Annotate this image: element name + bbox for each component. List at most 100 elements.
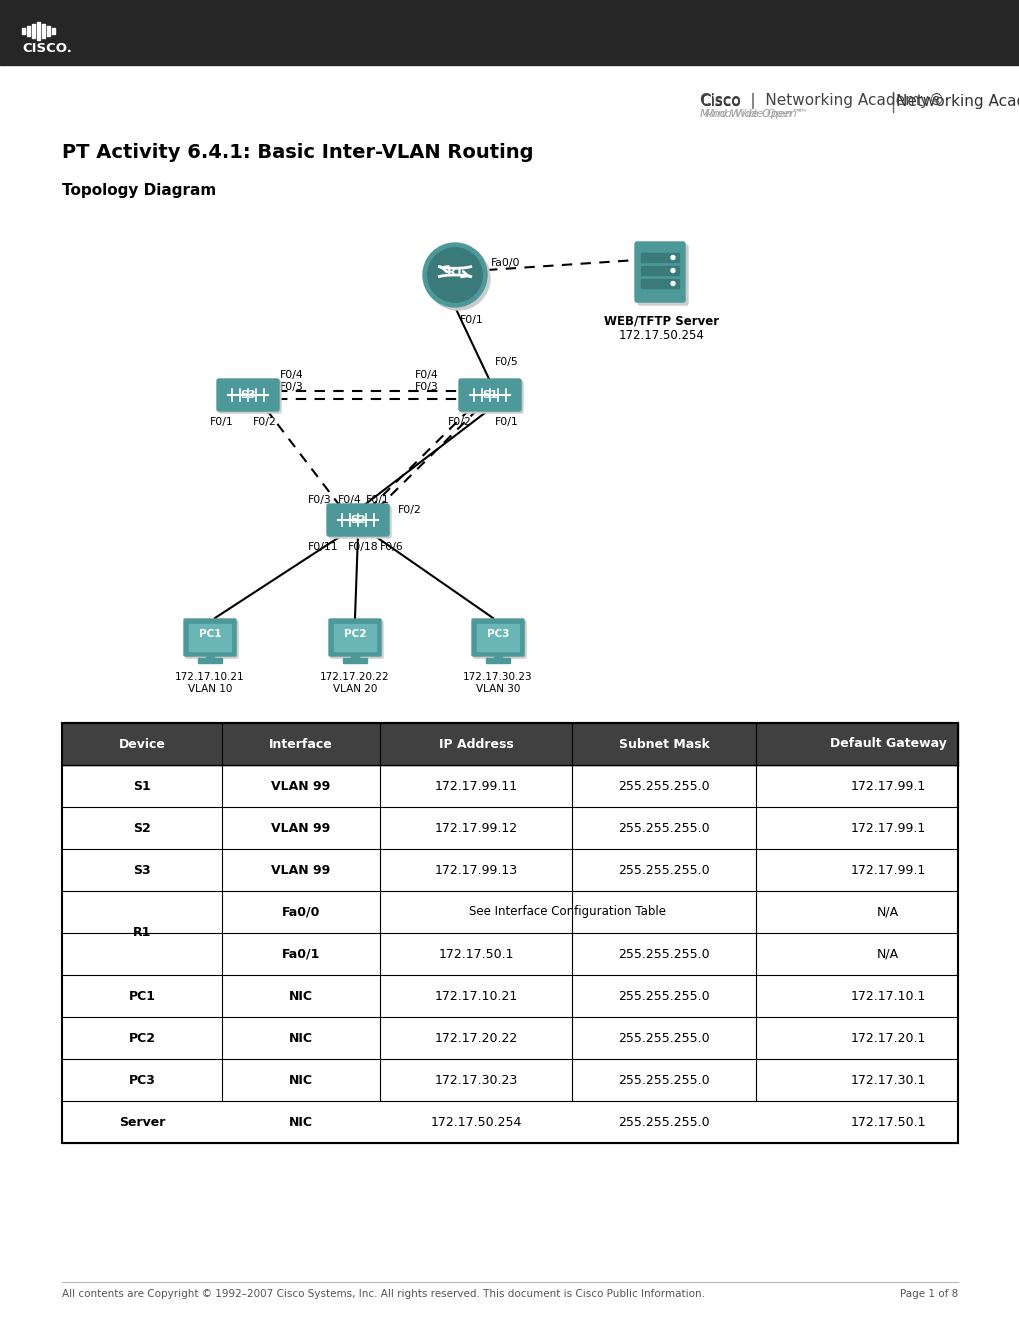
Text: F0/2: F0/2: [397, 506, 421, 515]
Text: 255.255.255.0: 255.255.255.0: [618, 863, 709, 876]
Text: Cisco  |  Networking Academy®: Cisco | Networking Academy®: [699, 92, 944, 110]
Circle shape: [427, 248, 482, 302]
Text: 255.255.255.0: 255.255.255.0: [618, 948, 709, 961]
Circle shape: [671, 281, 675, 285]
Text: F0/18: F0/18: [347, 543, 378, 552]
Text: Fa0/0: Fa0/0: [490, 257, 520, 268]
Text: Mind Wide Open™: Mind Wide Open™: [704, 110, 807, 119]
Text: S1: S1: [482, 389, 497, 400]
FancyBboxPatch shape: [472, 619, 524, 656]
FancyBboxPatch shape: [219, 381, 280, 413]
Text: S3: S3: [133, 863, 151, 876]
Bar: [198, 657, 222, 663]
Text: CISCO.: CISCO.: [22, 42, 71, 55]
Text: Networking Academy®: Networking Academy®: [895, 94, 1019, 108]
Bar: [32, 24, 35, 38]
Text: Subnet Mask: Subnet Mask: [618, 738, 709, 751]
Text: F0/1: F0/1: [210, 417, 233, 426]
FancyBboxPatch shape: [329, 619, 381, 656]
Text: Page 1 of 8: Page 1 of 8: [899, 1290, 957, 1299]
Text: NIC: NIC: [288, 1073, 313, 1086]
Text: 172.17.99.1: 172.17.99.1: [850, 863, 924, 876]
Text: 172.17.10.21: 172.17.10.21: [434, 990, 517, 1002]
Text: F0/3: F0/3: [308, 495, 331, 506]
FancyBboxPatch shape: [329, 506, 390, 539]
Bar: [22, 28, 25, 34]
Bar: [26, 26, 30, 36]
Text: 172.17.50.1: 172.17.50.1: [438, 948, 514, 961]
Text: F0/4: F0/4: [415, 370, 438, 380]
Text: F0/1: F0/1: [494, 417, 519, 426]
Text: Default Gateway: Default Gateway: [828, 738, 946, 751]
Text: 172.17.99.13: 172.17.99.13: [434, 863, 517, 876]
Text: Cisco: Cisco: [699, 94, 740, 108]
FancyBboxPatch shape: [183, 619, 235, 656]
FancyBboxPatch shape: [474, 620, 526, 657]
Text: 172.17.30.23: 172.17.30.23: [463, 672, 532, 682]
Text: All contents are Copyright © 1992–2007 Cisco Systems, Inc. All rights reserved. : All contents are Copyright © 1992–2007 C…: [62, 1290, 704, 1299]
Text: F0/6: F0/6: [380, 543, 404, 552]
Bar: [640, 279, 679, 288]
Bar: [189, 624, 230, 651]
Text: NIC: NIC: [288, 990, 313, 1002]
FancyBboxPatch shape: [331, 620, 382, 657]
FancyBboxPatch shape: [635, 242, 685, 302]
Text: PC3: PC3: [486, 630, 508, 639]
Text: 172.17.30.1: 172.17.30.1: [850, 1073, 925, 1086]
Text: Fa0/1: Fa0/1: [281, 948, 320, 961]
Bar: [485, 657, 510, 663]
Text: F0/3: F0/3: [415, 381, 438, 392]
Text: Topology Diagram: Topology Diagram: [62, 182, 216, 198]
Bar: [493, 653, 501, 659]
Text: F0/4: F0/4: [337, 495, 362, 506]
Text: PC1: PC1: [199, 630, 221, 639]
Text: 172.17.99.1: 172.17.99.1: [850, 821, 924, 834]
Text: NIC: NIC: [288, 1115, 313, 1129]
Text: WEB/TFTP Server: WEB/TFTP Server: [604, 314, 718, 327]
Text: 172.17.50.1: 172.17.50.1: [850, 1115, 925, 1129]
Text: See Interface Configuration Table: See Interface Configuration Table: [469, 906, 665, 919]
Bar: [0, 0, 1019, 65]
Text: 255.255.255.0: 255.255.255.0: [618, 780, 709, 792]
Circle shape: [671, 268, 675, 272]
Text: 172.17.20.22: 172.17.20.22: [434, 1031, 517, 1044]
Text: 255.255.255.0: 255.255.255.0: [618, 1031, 709, 1044]
Text: VLAN 99: VLAN 99: [271, 821, 330, 834]
Text: R1: R1: [132, 927, 151, 940]
Text: 255.255.255.0: 255.255.255.0: [618, 1073, 709, 1086]
Text: 255.255.255.0: 255.255.255.0: [618, 821, 709, 834]
Text: F0/11: F0/11: [308, 543, 338, 552]
Bar: [206, 653, 214, 659]
Text: Interface: Interface: [269, 738, 332, 751]
Bar: [62, 723, 957, 1143]
Text: F0/4: F0/4: [280, 370, 304, 380]
Text: 172.17.10.21: 172.17.10.21: [175, 672, 245, 682]
Bar: [477, 624, 519, 651]
Bar: [640, 253, 679, 261]
Text: 172.17.30.23: 172.17.30.23: [434, 1073, 517, 1086]
Text: 172.17.20.1: 172.17.20.1: [850, 1031, 925, 1044]
Text: 172.17.99.12: 172.17.99.12: [434, 821, 517, 834]
Text: S3: S3: [239, 389, 256, 400]
Text: NIC: NIC: [288, 1031, 313, 1044]
Bar: [342, 657, 367, 663]
Bar: [52, 28, 55, 34]
Text: Device: Device: [118, 738, 165, 751]
Text: Addressing Table: Addressing Table: [62, 729, 222, 746]
Text: 172.17.99.11: 172.17.99.11: [434, 780, 517, 792]
Text: S2: S2: [133, 821, 151, 834]
Text: S1: S1: [133, 780, 151, 792]
Text: 172.17.50.254: 172.17.50.254: [430, 1115, 521, 1129]
Text: Mind Wide Open™: Mind Wide Open™: [699, 110, 802, 119]
Text: Cisco: Cisco: [699, 94, 740, 108]
FancyBboxPatch shape: [637, 246, 688, 305]
Text: VLAN 99: VLAN 99: [271, 863, 330, 876]
Text: PC1: PC1: [128, 990, 155, 1002]
Text: PC2: PC2: [343, 630, 366, 639]
Text: F0/3: F0/3: [280, 381, 304, 392]
Bar: [62, 723, 957, 766]
FancyBboxPatch shape: [217, 379, 279, 411]
Text: IP Address: IP Address: [438, 738, 513, 751]
Text: 172.17.10.1: 172.17.10.1: [850, 990, 925, 1002]
Text: F0/1: F0/1: [460, 315, 483, 325]
